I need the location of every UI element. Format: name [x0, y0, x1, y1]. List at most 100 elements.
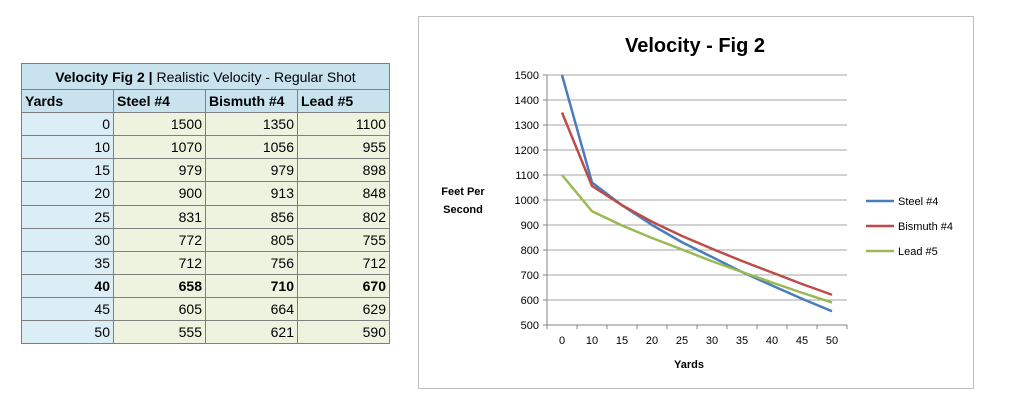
table-title-rest: Realistic Velocity - Regular Shot: [156, 68, 356, 85]
chart-title: Velocity - Fig 2: [625, 35, 765, 57]
cell-steel: 555: [113, 319, 206, 345]
cell-yards: 0: [21, 112, 114, 137]
cell-steel: 979: [113, 158, 206, 183]
table-row: 40 658 710 670: [21, 273, 390, 298]
y-tick-label: 1300: [515, 120, 539, 132]
cell-steel: 900: [113, 181, 206, 206]
x-tick-label: 50: [826, 335, 838, 347]
cell-lead: 802: [297, 204, 390, 229]
x-axis-title: Yards: [674, 359, 704, 371]
velocity-chart: Velocity - Fig 2 500 600 700 800 900 1000 1100…: [418, 16, 974, 389]
cell-steel: 605: [113, 296, 206, 321]
cell-yards: 10: [21, 135, 114, 160]
table-row: 50 555 621 590: [21, 319, 390, 345]
cell-bismuth: 756: [205, 250, 298, 275]
cell-lead: 629: [297, 296, 390, 321]
header-bismuth: Bismuth #4: [205, 89, 298, 114]
cell-yards: 30: [21, 227, 114, 252]
chart-series-lines: [560, 74, 833, 313]
y-tick-label: 900: [521, 220, 539, 232]
cell-yards: 25: [21, 204, 114, 229]
x-axis-ticks: 0 10 15 20 25 30 35 40 45 50: [546, 325, 848, 347]
y-tick-label: 800: [521, 245, 539, 257]
cell-yards: 40: [21, 273, 114, 298]
cell-bismuth: 621: [205, 319, 298, 345]
cell-lead: 1100: [297, 112, 390, 137]
x-tick-label: 25: [676, 335, 688, 347]
y-tick-label: 1000: [515, 195, 539, 207]
cell-lead: 590: [297, 319, 390, 345]
x-tick-label: 45: [796, 335, 808, 347]
cell-steel: 1070: [113, 135, 206, 160]
table-row: 10 1070 1056 955: [21, 135, 390, 160]
cell-bismuth: 805: [205, 227, 298, 252]
cell-lead: 848: [297, 181, 390, 206]
y-tick-label: 1200: [515, 145, 539, 157]
table-row: 0 1500 1350 1100: [21, 112, 390, 137]
cell-bismuth: 664: [205, 296, 298, 321]
x-tick-label: 30: [706, 335, 718, 347]
cell-yards: 35: [21, 250, 114, 275]
table-title-separator: |: [148, 68, 153, 85]
legend-label: Bismuth #4: [898, 221, 953, 233]
y-tick-label: 600: [521, 295, 539, 307]
cell-bismuth: 856: [205, 204, 298, 229]
velocity-table-body: Velocity Fig 2 | Realistic Velocity - Re…: [21, 62, 390, 345]
legend-label: Lead #5: [898, 246, 938, 258]
chart-gridlines: [543, 74, 847, 326]
y-tick-label: 700: [521, 270, 539, 282]
table-row: 20 900 913 848: [21, 181, 390, 206]
header-steel: Steel #4: [113, 89, 206, 114]
series-line-lead-5: [561, 174, 833, 304]
cell-lead: 670: [297, 273, 390, 298]
cell-yards: 45: [21, 296, 114, 321]
cell-steel: 658: [113, 273, 206, 298]
chart-legend: Steel #4 Bismuth #4 Lead #5: [866, 196, 953, 258]
cell-steel: 1500: [113, 112, 206, 137]
y-tick-label: 1400: [515, 95, 539, 107]
y-axis-title-line: Second: [443, 204, 483, 216]
series-line-steel-4: [560, 74, 833, 313]
table-header-row: Yards Steel #4 Bismuth #4 Lead #5: [21, 89, 390, 114]
legend-label: Steel #4: [898, 196, 938, 208]
y-tick-label: 1500: [515, 70, 539, 82]
x-tick-label: 40: [766, 335, 778, 347]
cell-yards: 50: [21, 319, 114, 345]
table-row: 35 712 756 712: [21, 250, 390, 275]
y-axis-title-line: Feet Per: [441, 186, 485, 198]
table-row: 30 772 805 755: [21, 227, 390, 252]
x-tick-label: 10: [586, 335, 598, 347]
cell-lead: 955: [297, 135, 390, 160]
table-row: 45 605 664 629: [21, 296, 390, 321]
y-axis-title: Feet Per Second: [441, 186, 485, 216]
x-tick-label: 20: [646, 335, 658, 347]
cell-yards: 15: [21, 158, 114, 183]
cell-yards: 20: [21, 181, 114, 206]
header-yards: Yards: [21, 89, 114, 114]
cell-lead: 898: [297, 158, 390, 183]
velocity-table: Velocity Fig 2 | Realistic Velocity - Re…: [21, 62, 390, 345]
table-title: Velocity Fig 2 | Realistic Velocity - Re…: [21, 62, 390, 91]
cell-bismuth: 913: [205, 181, 298, 206]
table-row: 15 979 979 898: [21, 158, 390, 183]
x-tick-label: 35: [736, 335, 748, 347]
cell-steel: 712: [113, 250, 206, 275]
y-tick-label: 1100: [515, 170, 539, 182]
cell-bismuth: 1350: [205, 112, 298, 137]
cell-steel: 772: [113, 227, 206, 252]
x-tick-label: 15: [616, 335, 628, 347]
header-lead: Lead #5: [297, 89, 390, 114]
y-axis-ticks: 500 600 700 800 900 1000 1100 1200 1300 1400 1500: [515, 70, 539, 332]
table-row: 25 831 856 802: [21, 204, 390, 229]
chart-svg: Velocity - Fig 2 50060070080090010001100…: [441, 35, 953, 371]
x-tick-label: 0: [559, 335, 565, 347]
cell-steel: 831: [113, 204, 206, 229]
cell-lead: 755: [297, 227, 390, 252]
cell-bismuth: 1056: [205, 135, 298, 160]
series-line-bismuth-4: [560, 112, 833, 296]
cell-bismuth: 710: [205, 273, 298, 298]
table-title-bold: Velocity Fig 2: [55, 68, 145, 85]
cell-bismuth: 979: [205, 158, 298, 183]
y-tick-label: 500: [521, 320, 539, 332]
cell-lead: 712: [297, 250, 390, 275]
